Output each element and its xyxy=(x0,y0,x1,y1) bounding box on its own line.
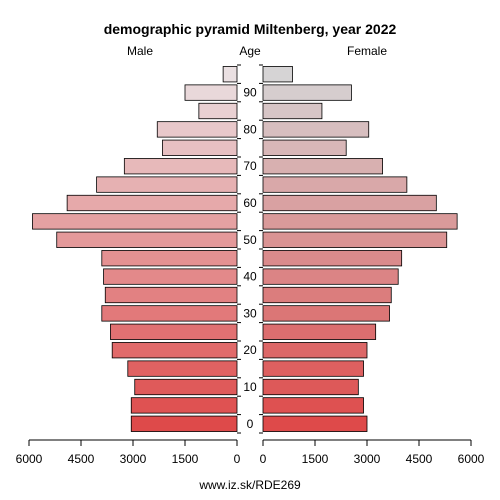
bar-male-90+ xyxy=(184,84,238,101)
bar-male-30-34 xyxy=(101,305,238,322)
bar-male-25-29 xyxy=(110,323,238,340)
age-label-80: 80 xyxy=(243,122,257,136)
bar-female-80-84 xyxy=(262,121,370,138)
female-header: Female xyxy=(347,44,387,58)
male-x-tick-label-4500: 4500 xyxy=(68,452,95,466)
age-header: Age xyxy=(239,44,261,58)
bar-female-35-39 xyxy=(262,286,392,304)
bars-layer xyxy=(32,66,458,432)
bar-male-60-64 xyxy=(66,194,238,212)
male-x-tick-label-6000: 6000 xyxy=(16,452,43,466)
bar-female-25-29 xyxy=(262,323,377,340)
bar-male-35-39 xyxy=(104,286,238,304)
bar-female-undefined xyxy=(262,66,293,83)
bar-female-90+ xyxy=(262,84,352,101)
age-label-90: 90 xyxy=(243,86,257,100)
age-label-20: 20 xyxy=(243,343,257,357)
bar-male-80-84 xyxy=(156,121,238,138)
bar-male-0-4 xyxy=(130,415,238,432)
bar-female-0-4 xyxy=(262,415,368,432)
female-x-tick-label-0: 0 xyxy=(260,452,267,466)
age-label-60: 60 xyxy=(243,196,257,210)
bar-male-40-44 xyxy=(103,268,238,285)
age-label-0: 0 xyxy=(247,417,254,431)
bar-male-50-54 xyxy=(56,231,238,248)
bar-male-5-9 xyxy=(130,397,238,414)
age-label-30: 30 xyxy=(243,306,257,320)
female-x-tick-label-6000: 6000 xyxy=(458,452,485,466)
bar-female-65-69 xyxy=(262,176,408,193)
bar-female-15-19 xyxy=(262,360,364,377)
bar-male-15-19 xyxy=(127,360,238,377)
bar-male-85-89 xyxy=(198,102,238,120)
footer-url: www.iz.sk/RDE269 xyxy=(198,478,301,492)
male-x-tick-label-0: 0 xyxy=(234,452,241,466)
bar-female-30-34 xyxy=(262,305,390,322)
bar-male-10-14 xyxy=(134,378,238,396)
female-x-tick-label-4500: 4500 xyxy=(406,452,433,466)
bar-male-65-69 xyxy=(96,176,238,193)
chart-title: demographic pyramid Miltenberg, year 202… xyxy=(104,21,397,37)
age-label-40: 40 xyxy=(243,270,257,284)
age-label-70: 70 xyxy=(243,159,257,173)
bar-female-70-74 xyxy=(262,158,383,175)
bar-female-60-64 xyxy=(262,194,437,212)
bar-male-undefined xyxy=(222,66,238,83)
bar-female-50-54 xyxy=(262,231,448,248)
bar-female-20-24 xyxy=(262,342,368,359)
male-x-tick-label-3000: 3000 xyxy=(120,452,147,466)
bar-male-20-24 xyxy=(111,342,238,359)
male-x-tick-label-1500: 1500 xyxy=(172,452,199,466)
bar-female-5-9 xyxy=(262,397,364,414)
bar-male-55-59 xyxy=(32,213,238,230)
axes-layer: 0 10 20 30 40 50 60 70 80 90 0 0 1500 1500 3000 3000 450… xyxy=(16,64,485,466)
male-header: Male xyxy=(127,44,153,58)
age-label-50: 50 xyxy=(243,233,257,247)
age-label-10: 10 xyxy=(243,380,257,394)
bar-male-75-79 xyxy=(162,139,238,156)
bar-female-10-14 xyxy=(262,378,359,396)
bar-female-40-44 xyxy=(262,268,399,285)
bar-male-70-74 xyxy=(123,158,238,175)
female-x-tick-label-1500: 1500 xyxy=(302,452,329,466)
bar-male-45-49 xyxy=(101,250,238,267)
bar-female-55-59 xyxy=(262,213,458,230)
bar-female-85-89 xyxy=(262,102,323,120)
bar-female-75-79 xyxy=(262,139,347,156)
female-x-tick-label-3000: 3000 xyxy=(354,452,381,466)
bar-female-45-49 xyxy=(262,250,403,267)
